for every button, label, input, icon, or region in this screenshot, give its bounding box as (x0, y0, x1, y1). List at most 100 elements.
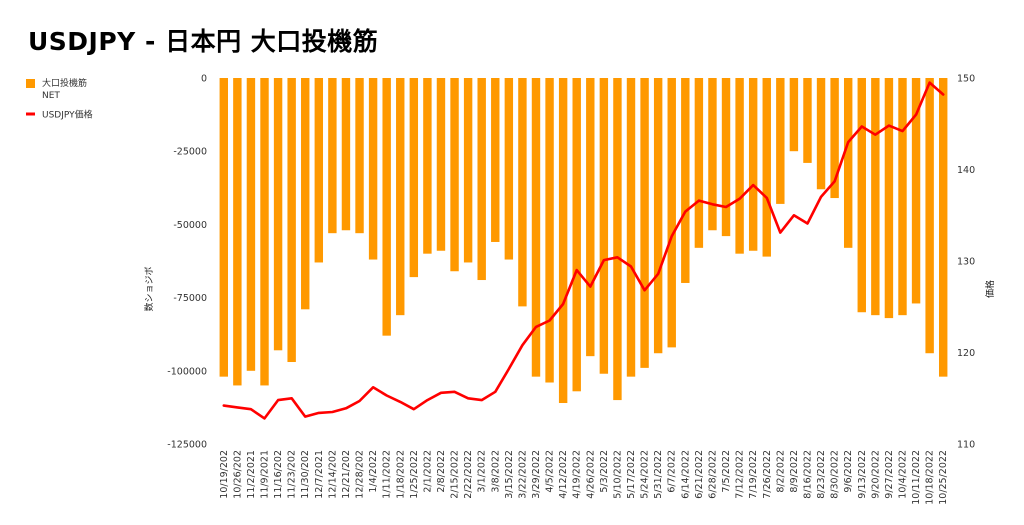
line-point (413, 408, 415, 411)
y-axis-right-title: 価格 (984, 280, 996, 298)
bar-series (219, 78, 948, 404)
x-tick-label: 8/2/2022 (775, 450, 786, 493)
line-point (589, 285, 592, 288)
line-point (222, 404, 225, 407)
legend-swatch-bar (26, 79, 35, 88)
line-point (643, 289, 646, 292)
line-point (318, 412, 320, 414)
bar (939, 78, 948, 377)
bar (586, 78, 595, 357)
legend-label-line: USDJPY価格 (42, 109, 93, 121)
bar (233, 78, 242, 386)
x-tick-label: 4/12/2022 (558, 450, 569, 499)
bar (273, 78, 283, 351)
bar (640, 78, 649, 368)
line-point (765, 197, 768, 199)
y-left-tick-label: -75000 (173, 293, 207, 304)
legend: 大口投機筋 NET USDJPY価格 (26, 77, 93, 121)
line-point (657, 273, 659, 275)
bar (436, 78, 446, 251)
x-tick-label: 6/21/2022 (694, 450, 705, 499)
line-point (860, 125, 863, 128)
x-tick-label: 2/22/2022 (463, 450, 474, 499)
y-right-tick-label: 110 (957, 440, 975, 451)
bar (260, 78, 269, 386)
line-point (670, 235, 673, 238)
y-left-tick-label: -100000 (167, 366, 207, 377)
line-point (345, 407, 347, 410)
x-tick-label: 4/5/2022 (545, 450, 556, 493)
bar (735, 78, 744, 254)
line-point (372, 386, 374, 389)
line-point (698, 199, 700, 202)
x-tick-label: 1/25/2022 (409, 450, 420, 499)
line-point (752, 184, 754, 186)
line-point (575, 269, 578, 271)
x-tick-label: 12/28/202 (355, 450, 366, 499)
bar (776, 78, 785, 204)
line-point (331, 411, 334, 413)
bar (830, 78, 839, 199)
x-tick-label: 5/31/2022 (653, 450, 664, 499)
bar (694, 78, 704, 248)
line-point (263, 417, 266, 420)
bar (626, 78, 636, 377)
bar (748, 78, 758, 251)
bar (816, 78, 826, 190)
bar (477, 78, 486, 281)
line-point (820, 196, 822, 198)
line-point (467, 397, 469, 400)
bar (531, 78, 541, 377)
bar (463, 78, 473, 263)
x-tick-label: 5/10/2022 (612, 450, 623, 499)
x-tick-label: 5/24/2022 (640, 450, 651, 499)
line-point (915, 113, 917, 116)
x-tick-label: 7/5/2022 (721, 450, 732, 493)
bar (518, 78, 527, 307)
bar (423, 78, 432, 254)
bar (572, 78, 581, 392)
x-tick-label: 9/6/2022 (843, 450, 854, 493)
x-tick-label: 12/21/202 (341, 450, 352, 499)
bar (450, 78, 459, 272)
bar (843, 78, 853, 248)
x-tick-label: 4/26/2022 (585, 450, 596, 499)
y-left-tick-label: 0 (201, 74, 207, 85)
legend-label-bar-line2: NET (42, 91, 60, 101)
bar (925, 78, 934, 354)
line-point (779, 231, 782, 234)
y-left-tick-label: -125000 (167, 440, 207, 451)
x-tick-label: 6/7/2022 (667, 450, 678, 493)
bar (871, 78, 880, 316)
bar (558, 78, 568, 404)
x-tick-label: 7/12/2022 (735, 450, 746, 499)
x-tick-label: 3/29/2022 (531, 450, 542, 499)
line-point (874, 133, 877, 136)
bar (857, 78, 866, 313)
bar (803, 78, 812, 163)
line-point (304, 415, 307, 418)
bar (504, 78, 514, 260)
x-tick-label: 11/16/202 (273, 450, 284, 499)
bar (246, 78, 256, 371)
line-point (426, 399, 429, 401)
line-point (480, 399, 483, 401)
x-tick-label: 12/7/2021 (314, 450, 325, 499)
line-point (250, 408, 252, 411)
y-left-tick-label: -25000 (173, 147, 207, 158)
y-right-tick-label: 140 (957, 165, 975, 176)
x-tick-label: 5/3/2022 (599, 450, 610, 493)
x-tick-label: 4/19/2022 (572, 450, 583, 499)
x-tick-label: 8/9/2022 (789, 450, 800, 493)
line-point (616, 256, 619, 259)
x-tick-label: 10/4/2022 (897, 450, 908, 499)
line-point (277, 399, 279, 401)
line-point (684, 210, 687, 213)
line-point (833, 180, 836, 183)
bar (762, 78, 771, 257)
x-tick-label: 1/11/2022 (382, 450, 393, 499)
price-line (222, 81, 945, 420)
x-tick-label: 9/27/2022 (884, 450, 895, 499)
x-tick-label: 8/23/2022 (816, 450, 827, 499)
